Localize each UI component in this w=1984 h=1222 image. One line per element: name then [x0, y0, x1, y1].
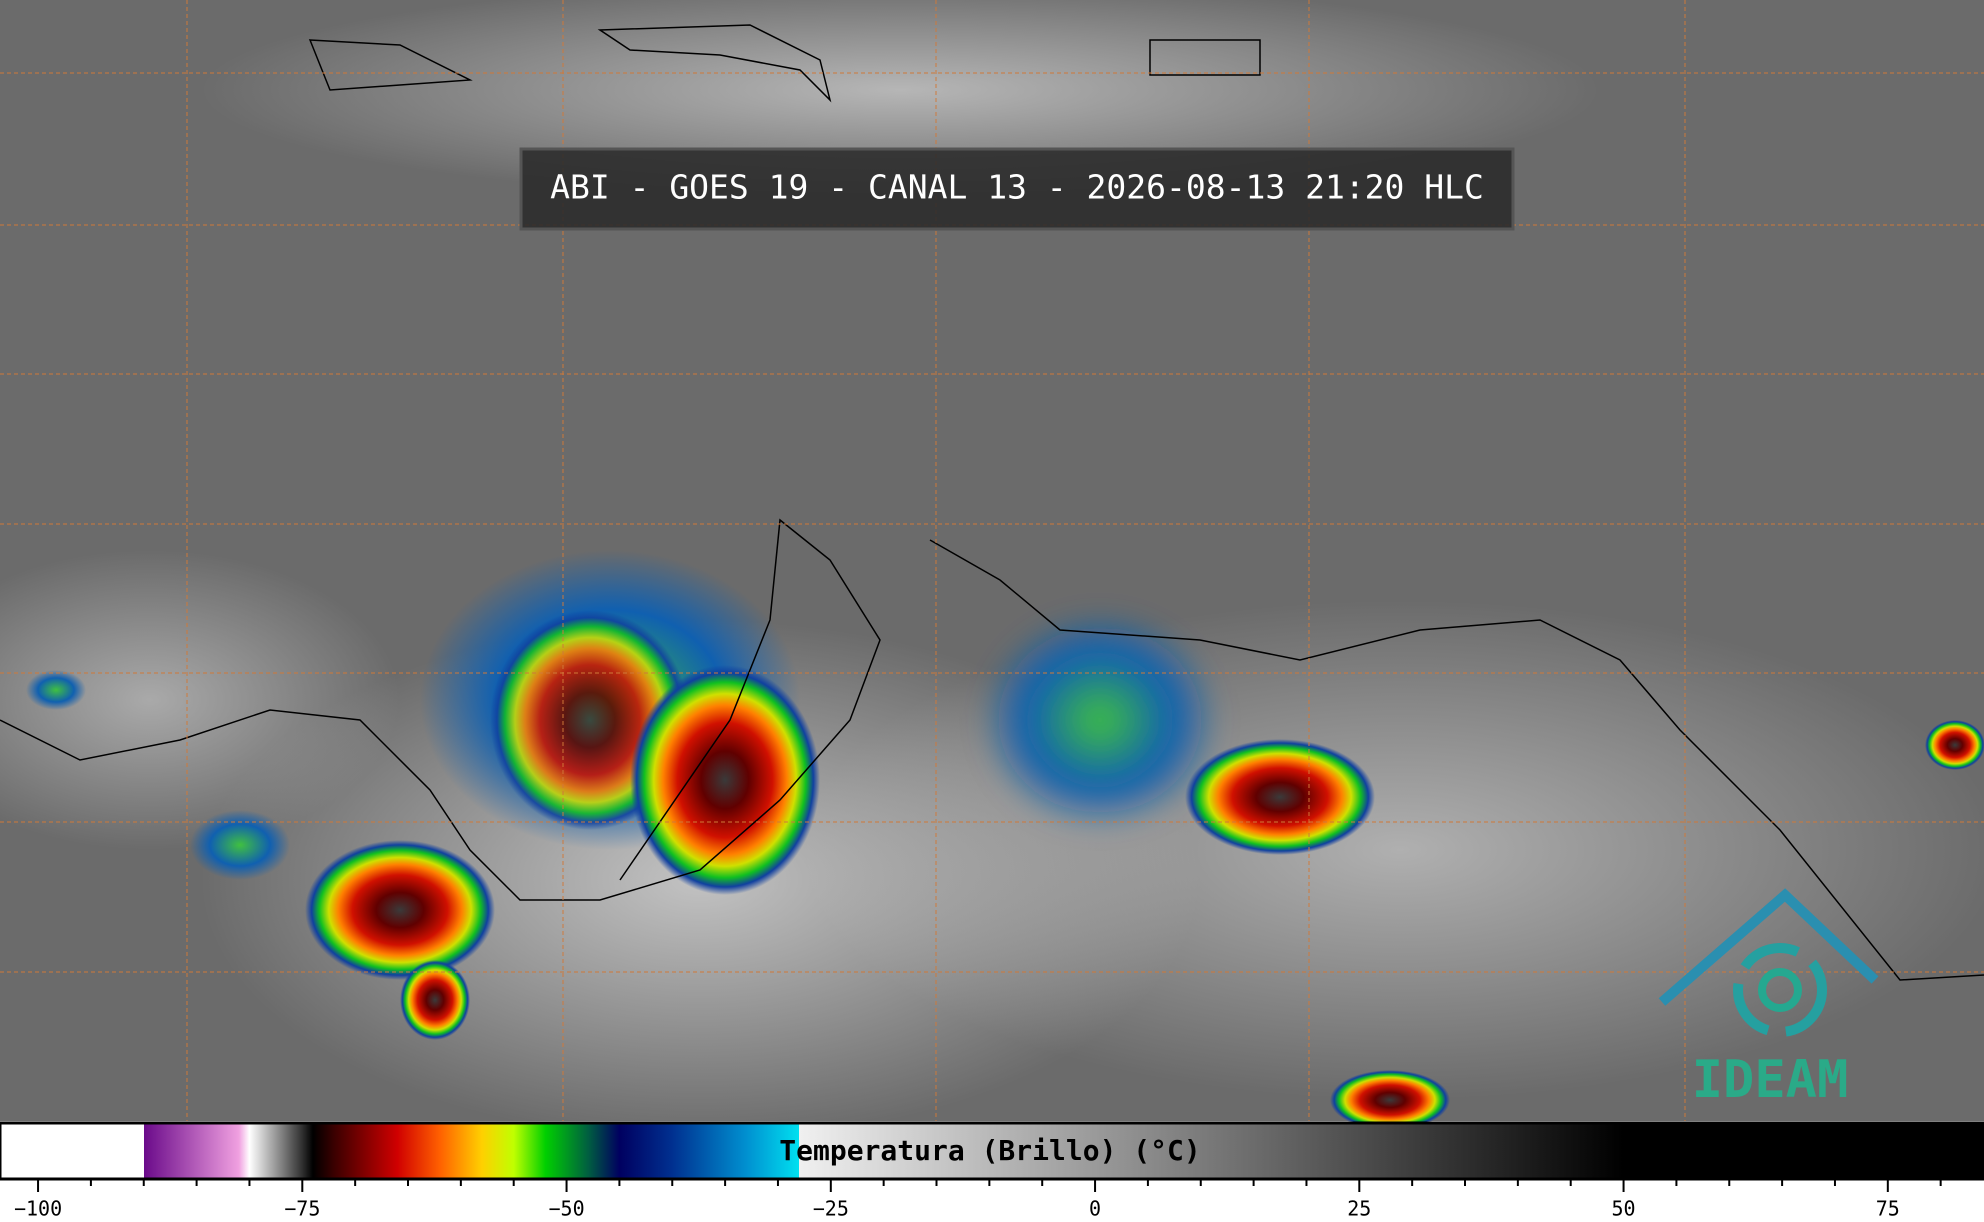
tick-label: −100	[14, 1197, 62, 1221]
logo-text: IDEAM	[1692, 1050, 1849, 1110]
tick-label: −75	[284, 1197, 320, 1221]
tick-label: 0	[1089, 1197, 1101, 1221]
tick-label: 75	[1876, 1197, 1900, 1221]
colorbar-ramp	[0, 1121, 1984, 1181]
colorbar: Temperatura (Brillo) (°C) −100 −75 −50 −25 0…	[0, 1121, 1984, 1221]
tick-label: −25	[813, 1197, 849, 1221]
tick-label: 50	[1612, 1197, 1636, 1221]
tick-label: −50	[548, 1197, 584, 1221]
image-title: ABI - GOES 19 - CANAL 13 - 2026-08-13 21…	[550, 168, 1484, 207]
graticule	[0, 0, 1984, 1121]
logo: IDEAM	[1658, 888, 1879, 1110]
colorbar-label: Temperatura (Brillo) (°C)	[779, 1134, 1200, 1167]
title-box: ABI - GOES 19 - CANAL 13 - 2026-08-13 21…	[519, 147, 1515, 231]
tick-label: 25	[1347, 1197, 1371, 1221]
